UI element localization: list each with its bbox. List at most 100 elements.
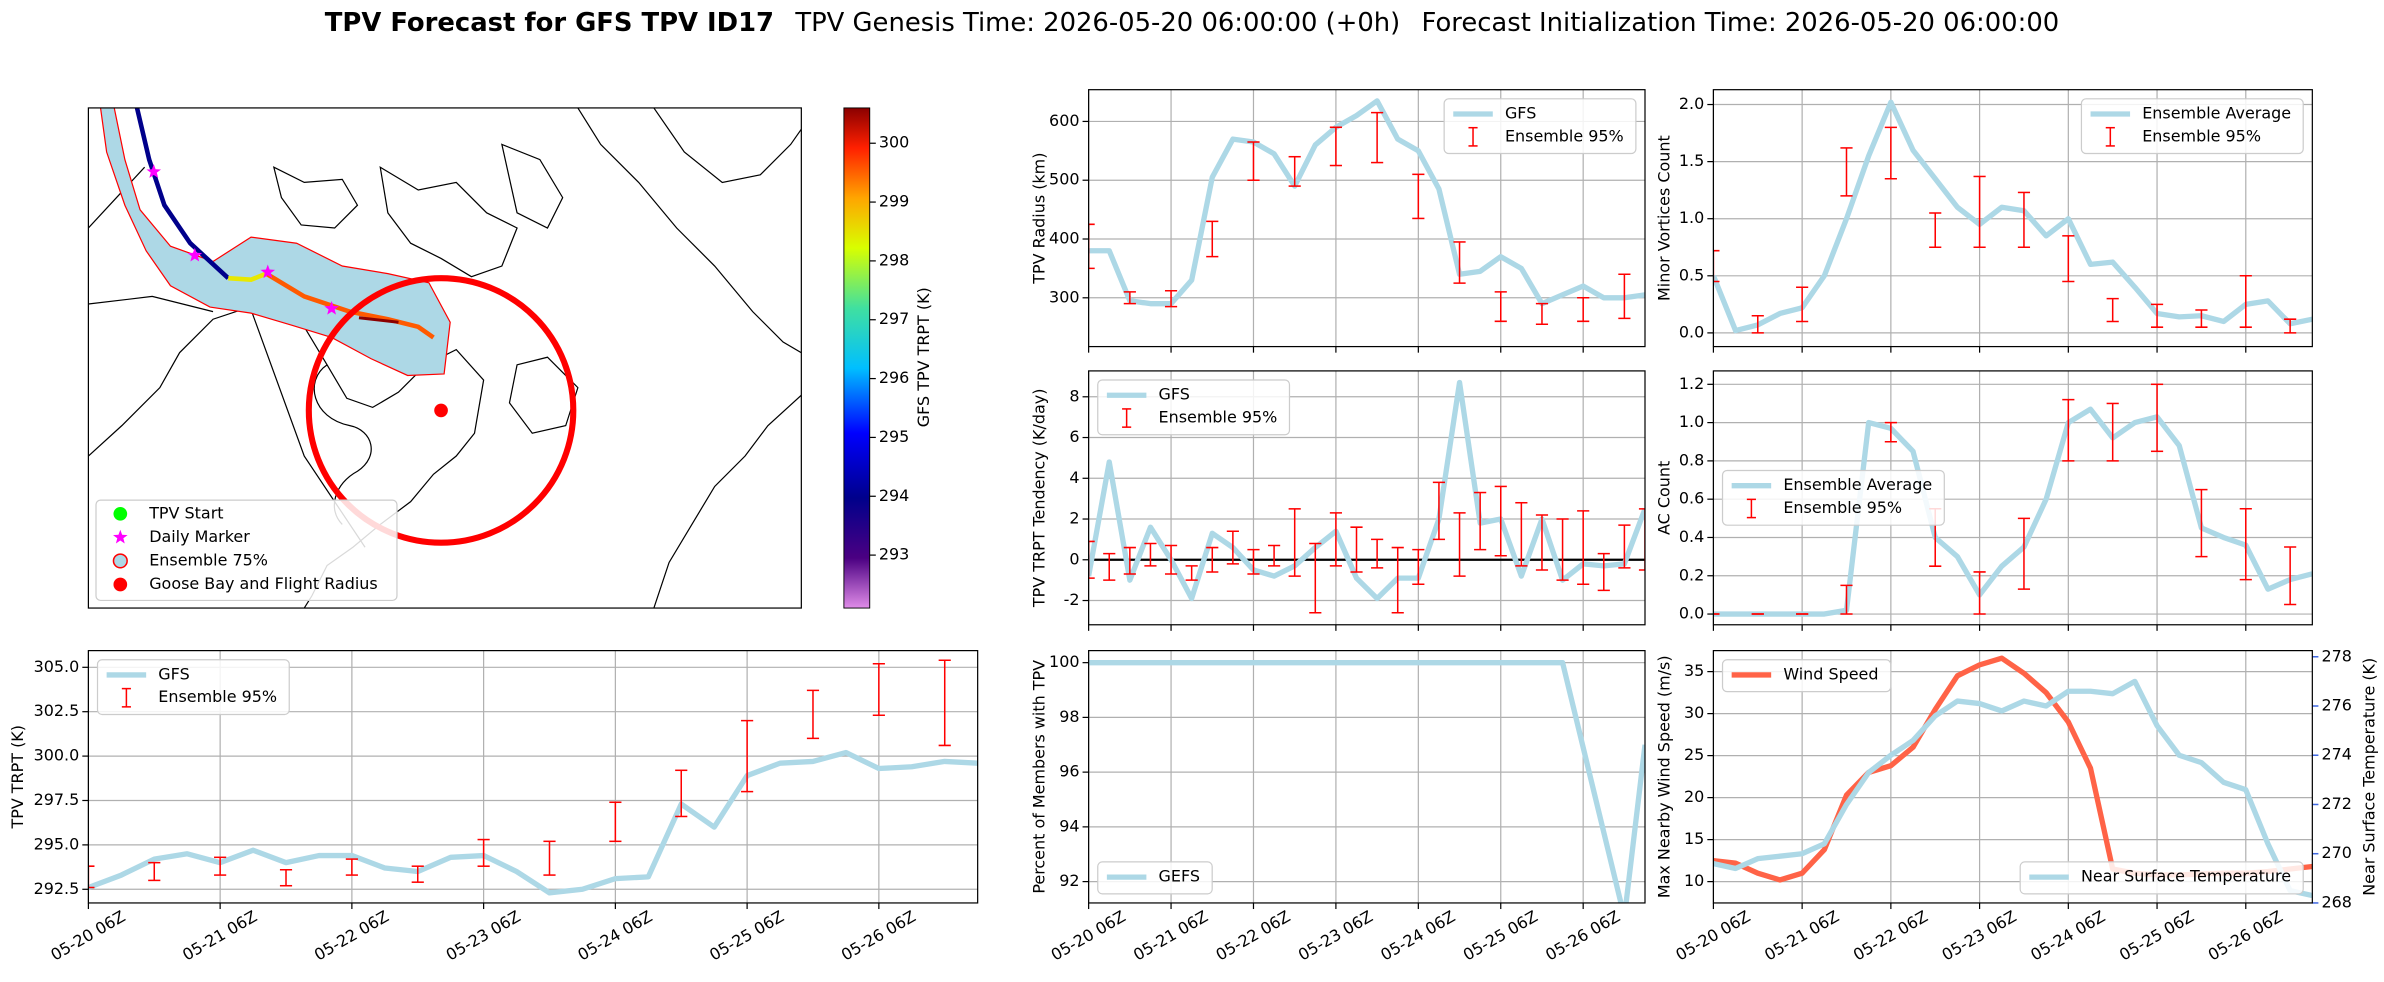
coastline bbox=[653, 107, 802, 184]
x-tick-label: 05-22 06Z bbox=[311, 907, 392, 965]
x-tick-label: 05-24 06Z bbox=[1377, 907, 1458, 965]
y-tick-label: 0.2 bbox=[1679, 565, 1704, 584]
x-tick-label: 05-22 06Z bbox=[1850, 907, 1931, 965]
goose-bay bbox=[434, 403, 448, 418]
y-tick-label: 0.5 bbox=[1679, 265, 1704, 284]
colorbar-tick-label: 294 bbox=[879, 486, 909, 505]
legend-label: Ensemble 95% bbox=[158, 687, 277, 706]
y-tick-label: 1.0 bbox=[1679, 412, 1704, 431]
map-panel: TPV Start Daily Marker Ensemble 75% Goose B… bbox=[87, 107, 933, 609]
x-tick-label: 05-23 06Z bbox=[1295, 907, 1376, 965]
legend-label: Daily Marker bbox=[149, 527, 250, 546]
legend-label: Goose Bay and Flight Radius bbox=[149, 574, 377, 593]
y-tick-label: 300.0 bbox=[34, 746, 80, 765]
series-line bbox=[1713, 678, 2313, 899]
x-tick-label: 05-20 06Z bbox=[47, 907, 128, 965]
figure-title: TPV Forecast for GFS TPV ID17 TPV Genesis… bbox=[325, 7, 2059, 37]
y-tick-label: 15 bbox=[1684, 829, 1704, 848]
axes-frame bbox=[1088, 89, 1646, 348]
flight-radius bbox=[305, 275, 577, 546]
y-tick-label: 600 bbox=[1049, 111, 1079, 130]
axes-frame bbox=[1088, 370, 1646, 626]
legend-label: Ensemble Average bbox=[1783, 475, 1932, 494]
track bbox=[228, 271, 268, 283]
map-frame bbox=[87, 107, 802, 609]
y-tick-label: 100 bbox=[1049, 652, 1079, 671]
x-tick-label: 05-26 06Z bbox=[1542, 907, 1623, 965]
y-tick-label: 400 bbox=[1049, 229, 1079, 248]
coastline bbox=[272, 166, 359, 229]
panel: 05-20 06Z 05-21 06Z 05-22 06Z 05-23 06Z 05-2… bbox=[1654, 646, 2378, 964]
series-line bbox=[1088, 379, 1645, 602]
x-tick-label: 05-26 06Z bbox=[838, 907, 919, 965]
y2-tick-label: 270 bbox=[2321, 843, 2351, 862]
x-tick-label: 05-20 06Z bbox=[1048, 907, 1129, 965]
legend-box bbox=[1721, 659, 1892, 693]
legend-label: GEFS bbox=[1159, 867, 1200, 886]
legend-label: GFS bbox=[1505, 104, 1536, 123]
y-tick-label: 2.0 bbox=[1679, 94, 1704, 113]
y-tick-label: 0.4 bbox=[1679, 527, 1704, 546]
daily-marker bbox=[324, 300, 339, 315]
y-tick-label: 297.5 bbox=[34, 790, 80, 809]
y-tick-label: 0.0 bbox=[1679, 604, 1704, 623]
series-line bbox=[1713, 406, 2313, 617]
y-axis-label: Max Nearby Wind Speed (m/s) bbox=[1654, 655, 1673, 898]
y-tick-label: 92 bbox=[1059, 871, 1079, 890]
y-tick-label: 35 bbox=[1684, 661, 1704, 680]
x-tick-label: 05-23 06Z bbox=[1939, 907, 2020, 965]
y-tick-label: 4 bbox=[1069, 468, 1079, 487]
colorbar-ticks: 293 294 295 296 297 298 299 300 GFS TPV TRPT (K) bbox=[869, 133, 933, 564]
y-tick-label: 302.5 bbox=[34, 701, 80, 720]
y-tick-label: 295.0 bbox=[34, 834, 80, 853]
y2-tick-label: 268 bbox=[2321, 892, 2351, 911]
plot-content bbox=[1088, 659, 1645, 903]
axes-frame bbox=[1712, 370, 2313, 626]
y-axis-label: TPV TRPT Tendency (K/day) bbox=[1029, 389, 1048, 609]
x-tick-label: 05-20 06Z bbox=[1672, 907, 1753, 965]
coastline bbox=[653, 394, 802, 609]
coastline bbox=[508, 356, 579, 434]
legend-label: GFS bbox=[158, 664, 189, 683]
y-tick-label: 25 bbox=[1684, 745, 1704, 764]
daily-marker bbox=[187, 247, 203, 262]
x-tick-label: 05-25 06Z bbox=[2116, 907, 2197, 965]
legend: GFS Ensemble 95% bbox=[96, 659, 290, 716]
legend-box bbox=[1721, 469, 1945, 526]
legend-label: Near Surface Temperature bbox=[2081, 867, 2291, 886]
legend: Ensemble Average Ensemble 95% bbox=[1721, 469, 1945, 526]
daily-markers bbox=[146, 164, 339, 315]
daily-marker bbox=[146, 164, 162, 178]
legend-label: Wind Speed bbox=[1783, 664, 1878, 683]
coastline bbox=[501, 143, 564, 229]
colorbar-tick-label: 295 bbox=[879, 427, 909, 446]
legend-label: Ensemble 95% bbox=[1505, 126, 1624, 145]
y-tick-label: 96 bbox=[1059, 762, 1079, 781]
plot-content bbox=[1713, 383, 2313, 617]
map-legend: TPV Start Daily Marker Ensemble 75% Goose B… bbox=[95, 499, 398, 602]
y2-tick-label: 274 bbox=[2321, 745, 2351, 764]
colorbar-tick-label: 297 bbox=[879, 309, 909, 328]
y-tick-label: 0.0 bbox=[1679, 322, 1704, 341]
colorbar-label: GFS TPV TRPT (K) bbox=[914, 287, 933, 427]
daily-marker bbox=[260, 264, 276, 279]
y-tick-label: 0.6 bbox=[1679, 489, 1704, 508]
legend-box bbox=[95, 499, 398, 602]
legend-marker bbox=[113, 506, 128, 521]
y2-tick-label: 272 bbox=[2321, 794, 2351, 813]
y-axis-label: AC Count bbox=[1654, 461, 1673, 535]
y-tick-label: 2 bbox=[1069, 509, 1079, 528]
x-tick-label: 05-24 06Z bbox=[574, 907, 655, 965]
legend-label: Ensemble 95% bbox=[2142, 126, 2261, 145]
y-tick-label: 0.8 bbox=[1679, 450, 1704, 469]
colorbar-tick-label: 299 bbox=[879, 192, 909, 211]
y-tick-label: 1.5 bbox=[1679, 151, 1704, 170]
legend: GEFS bbox=[1097, 861, 1213, 895]
legend: Ensemble Average Ensemble 95% bbox=[2080, 98, 2304, 155]
legend-label: Ensemble 75% bbox=[149, 550, 268, 569]
y-tick-label: 98 bbox=[1059, 707, 1079, 726]
colorbar-tick-label: 293 bbox=[879, 545, 909, 564]
x-tick-label: 05-22 06Z bbox=[1212, 907, 1293, 965]
x-tick-label: 05-21 06Z bbox=[179, 907, 260, 965]
colorbar bbox=[843, 107, 871, 609]
